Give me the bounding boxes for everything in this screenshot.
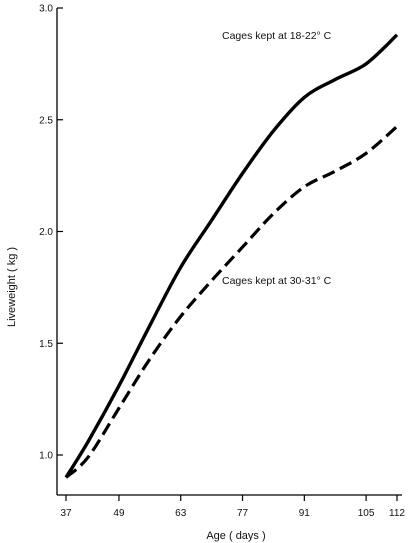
plot-area xyxy=(64,33,399,479)
x-tick-label: 91 xyxy=(299,508,311,519)
x-tick-label: 49 xyxy=(113,508,125,519)
series-label-18-22c: Cages kept at 18-22° C xyxy=(222,30,332,42)
x-axis-label: Age ( days ) xyxy=(206,530,265,542)
y-tick-label: 3.0 xyxy=(39,4,53,15)
y-tick-label: 1.0 xyxy=(39,451,53,462)
series-label-30-31c: Cages kept at 30-31° C xyxy=(222,275,332,287)
x-tick-label: 37 xyxy=(60,508,72,519)
series-line-18-22c xyxy=(64,33,399,479)
x-tick-label: 112 xyxy=(389,508,405,519)
y-tick-label: 2.0 xyxy=(39,227,53,238)
y-tick-label: 2.5 xyxy=(39,115,53,126)
x-tick-label: 63 xyxy=(175,508,187,519)
y-axis-label: Liveweight ( kg ) xyxy=(6,247,18,327)
y-tick-label: 1.5 xyxy=(39,339,53,350)
x-tick-label: 105 xyxy=(358,508,375,519)
axes: 1.0 1.5 2.0 2.5 3.0 37 49 63 77 91 105 112 xyxy=(39,4,405,520)
series-line-30-31c xyxy=(64,125,399,479)
x-tick-label: 77 xyxy=(237,508,249,519)
